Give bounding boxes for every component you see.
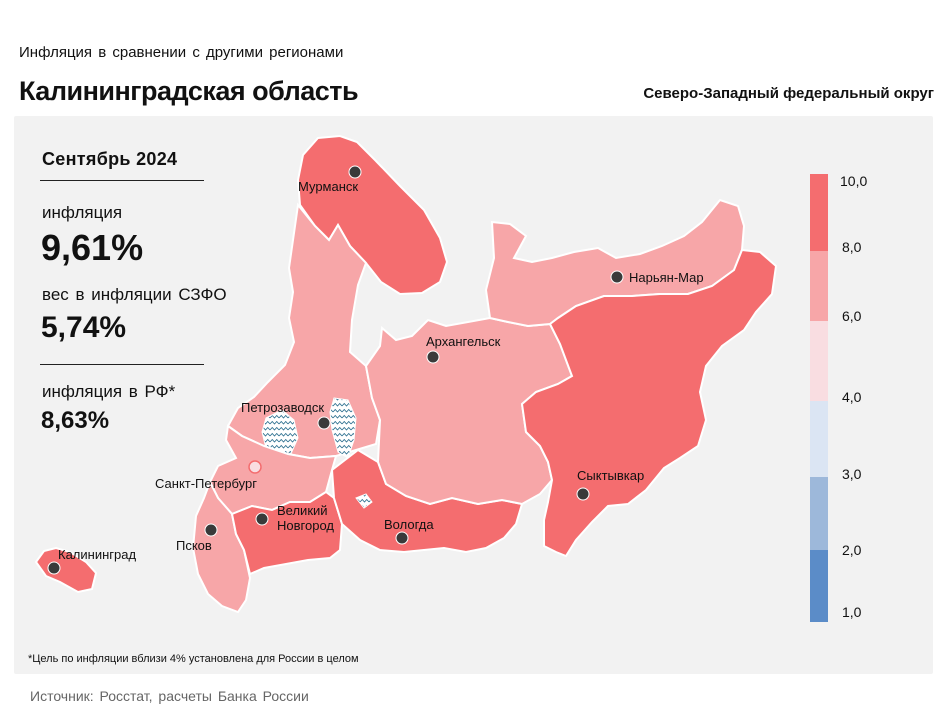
- legend-band-3-4: [810, 401, 828, 477]
- district-title: Северо-Западный федеральный округ: [643, 85, 934, 102]
- city-label-murmansk: Мурманск: [298, 179, 358, 194]
- color-legend: 10,0 8,0 6,0 4,0 3,0 2,0 1,0: [810, 173, 867, 622]
- lake-beloye: [355, 493, 373, 509]
- region-kaliningrad[interactable]: [34, 546, 98, 594]
- source-note: Источник: Росстат, расчеты Банка России: [30, 688, 309, 704]
- city-label-petrozavodsk: Петрозаводск: [241, 400, 324, 415]
- legend-tick-3: 3,0: [842, 466, 862, 482]
- legend-band-6-8: [810, 251, 828, 321]
- divider-bottom: [40, 364, 204, 365]
- city-label-pskov: Псков: [176, 538, 212, 553]
- city-syktyvkar-dot[interactable]: [576, 487, 590, 501]
- footnote: *Цель по инфляции вблизи 4% установлена …: [28, 653, 359, 665]
- region-title: Калининградская область: [19, 76, 359, 106]
- city-label-novgorod-line2: Новгород: [277, 518, 334, 533]
- legend-tick-2: 2,0: [842, 542, 862, 558]
- legend-band-2-3: [810, 477, 828, 550]
- legend-tick-10: 10,0: [840, 173, 867, 189]
- region-komi[interactable]: [520, 248, 778, 558]
- city-novgorod-dot[interactable]: [255, 512, 269, 526]
- weight-label: вес в инфляции СЗФО: [42, 285, 227, 304]
- city-saint-petersburg-dot: [248, 460, 262, 474]
- city-arkhangelsk-dot[interactable]: [426, 350, 440, 364]
- city-vologda-dot[interactable]: [395, 531, 409, 545]
- period-label: Сентябрь 2024: [42, 149, 178, 169]
- inflation-label: инфляция: [42, 203, 123, 222]
- city-pskov-dot[interactable]: [204, 523, 218, 537]
- city-label-syktyvkar: Сыктывкар: [577, 468, 644, 483]
- city-label-kaliningrad: Калининград: [58, 547, 136, 562]
- city-label-novgorod: Великий Новгород: [277, 503, 334, 533]
- rf-inflation-label: инфляция в РФ*: [42, 382, 176, 401]
- legend-tick-1: 1,0: [842, 604, 862, 620]
- legend-band-1-2: [810, 550, 828, 622]
- inflation-value: 9,61%: [41, 227, 144, 268]
- rf-inflation-value: 8,63%: [41, 407, 110, 434]
- region-novgorod[interactable]: [230, 490, 344, 576]
- city-label-saint-petersburg: Санкт-Петербург: [155, 476, 257, 491]
- city-label-novgorod-line1: Великий: [277, 503, 328, 518]
- legend-band-4-6: [810, 321, 828, 401]
- city-kaliningrad-dot[interactable]: [47, 561, 61, 575]
- city-label-vologda: Вологда: [384, 517, 434, 532]
- city-petrozavodsk-dot[interactable]: [317, 416, 331, 430]
- chart-subtitle: Инфляция в сравнении с другими регионами: [19, 44, 344, 61]
- legend-band-8-10: [810, 174, 828, 251]
- city-murmansk-dot[interactable]: [348, 165, 362, 179]
- legend-tick-4: 4,0: [842, 389, 862, 405]
- weight-value: 5,74%: [41, 311, 127, 344]
- city-label-naryan-mar: Нарьян-Мар: [629, 270, 704, 285]
- legend-tick-8: 8,0: [842, 239, 862, 255]
- legend-tick-6: 6,0: [842, 308, 862, 324]
- city-markers: [47, 165, 624, 575]
- city-naryan-mar-dot[interactable]: [610, 270, 624, 284]
- divider-top: [40, 180, 204, 181]
- city-label-arkhangelsk: Архангельск: [426, 334, 501, 349]
